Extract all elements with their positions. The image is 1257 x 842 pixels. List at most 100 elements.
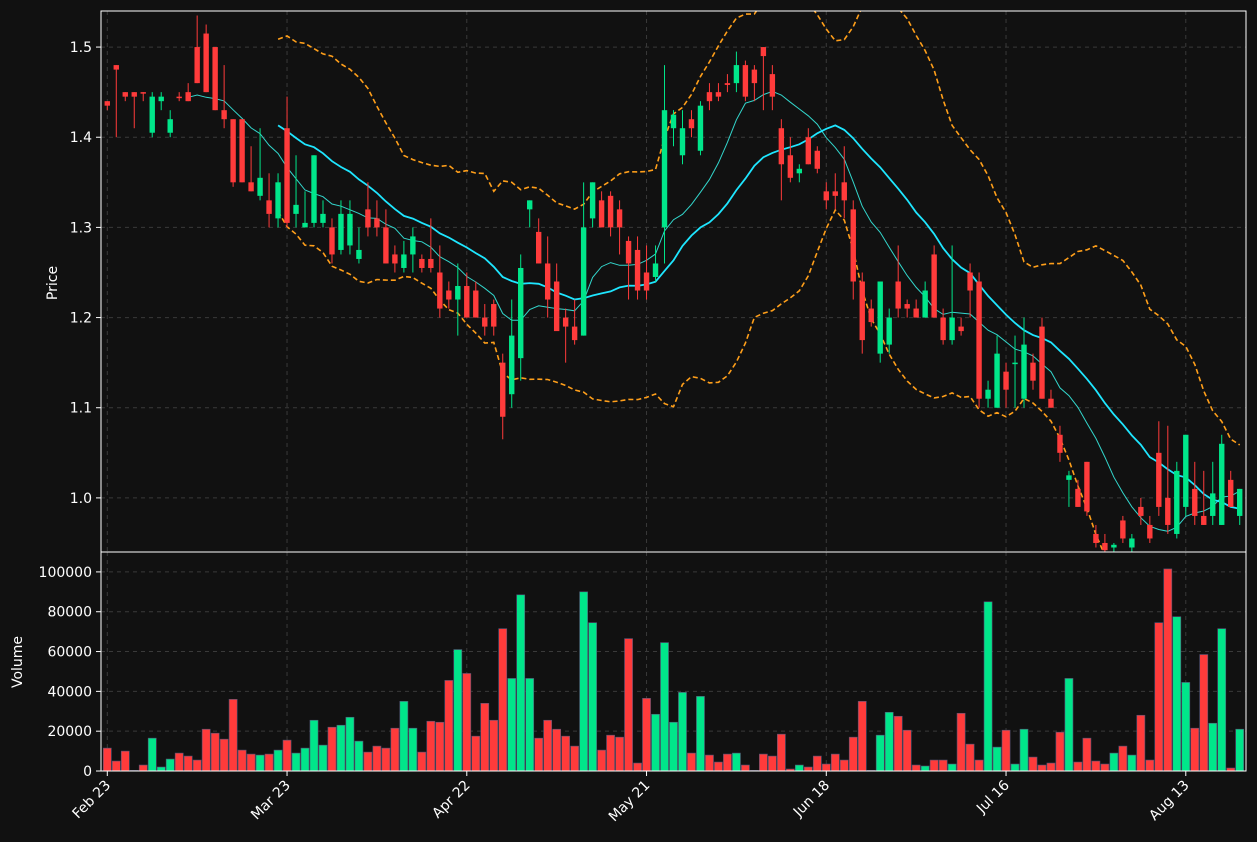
volume-bar bbox=[803, 766, 813, 771]
candle-body bbox=[356, 249, 362, 259]
candle-body bbox=[589, 182, 596, 219]
volume-bar bbox=[660, 642, 669, 771]
price-tick-label: 1.1 bbox=[70, 401, 92, 417]
volume-bar bbox=[1064, 678, 1074, 771]
candle-body bbox=[787, 155, 794, 178]
volume-bar bbox=[875, 734, 885, 771]
volume-tick-label: 20000 bbox=[47, 724, 92, 740]
volume-bar bbox=[363, 751, 373, 771]
volume-bar bbox=[1136, 714, 1146, 771]
candle-body bbox=[769, 74, 776, 97]
candle-body bbox=[994, 353, 1000, 408]
candle-body bbox=[176, 96, 182, 99]
volume-tick-label: 0 bbox=[83, 764, 92, 780]
volume-bar bbox=[759, 753, 768, 771]
volume-bar bbox=[453, 649, 463, 771]
candle-body bbox=[859, 281, 865, 341]
candle-body bbox=[778, 128, 785, 165]
candle-body bbox=[104, 101, 110, 106]
candle-body bbox=[401, 254, 407, 268]
volume-bar bbox=[228, 699, 238, 771]
candle-body bbox=[1039, 326, 1045, 399]
volume-tick-label: 60000 bbox=[47, 645, 92, 661]
candle-body bbox=[239, 119, 245, 183]
candle-body bbox=[688, 119, 695, 129]
volume-bar bbox=[237, 749, 247, 771]
candle-body bbox=[266, 200, 272, 214]
candle-body bbox=[877, 281, 883, 354]
volume-bar bbox=[920, 765, 930, 771]
volume-bar bbox=[1055, 731, 1065, 771]
volume-bar bbox=[902, 729, 912, 771]
candle-body bbox=[598, 200, 605, 228]
candle-body bbox=[1075, 488, 1081, 507]
volume-bar bbox=[911, 764, 921, 771]
volume-bar bbox=[156, 766, 166, 771]
volume-bar bbox=[1208, 722, 1218, 771]
candle-body bbox=[275, 182, 281, 219]
volume-bar bbox=[417, 751, 427, 771]
volume-bar bbox=[1073, 761, 1083, 771]
volume-bar bbox=[561, 735, 570, 771]
candle-body bbox=[652, 263, 659, 277]
volume-bar bbox=[983, 601, 993, 771]
candle-body bbox=[1120, 520, 1126, 539]
volume-bar bbox=[165, 758, 175, 771]
price-tick-label: 1.4 bbox=[70, 130, 92, 146]
candle-body bbox=[1066, 475, 1072, 480]
candle-body bbox=[823, 191, 829, 201]
candle-body bbox=[140, 92, 146, 94]
volume-bar bbox=[992, 746, 1002, 771]
volume-bar bbox=[884, 711, 894, 771]
volume-bar bbox=[174, 752, 184, 771]
candle-body bbox=[1111, 544, 1117, 548]
candle-body bbox=[167, 119, 173, 133]
volume-bar bbox=[345, 716, 355, 771]
volume-bar bbox=[381, 747, 391, 771]
volume-bar bbox=[498, 628, 508, 771]
volume-bar bbox=[785, 768, 795, 771]
volume-tick-label: 100000 bbox=[39, 565, 92, 581]
candle-body bbox=[661, 110, 668, 228]
candle-body bbox=[527, 200, 533, 210]
candle-body bbox=[122, 92, 128, 97]
candle-body bbox=[185, 92, 191, 102]
candle-body bbox=[1192, 488, 1198, 516]
candle-body bbox=[931, 254, 937, 318]
volume-bar bbox=[309, 719, 319, 771]
candle-body bbox=[805, 137, 812, 165]
volume-bar bbox=[264, 753, 274, 771]
volume-bar bbox=[1001, 729, 1011, 771]
candle-body bbox=[374, 218, 380, 228]
candle-body bbox=[1237, 488, 1243, 516]
volume-bar bbox=[1118, 745, 1128, 771]
candle-body bbox=[976, 281, 982, 399]
volume-bar bbox=[642, 698, 651, 771]
candle-body bbox=[1147, 524, 1153, 539]
candle-body bbox=[535, 231, 542, 264]
volume-bar bbox=[812, 755, 822, 771]
volume-bar bbox=[938, 759, 948, 771]
price-tick-label: 1.3 bbox=[70, 220, 92, 236]
candle-body bbox=[1048, 398, 1054, 408]
volume-bar bbox=[848, 736, 858, 771]
candle-body bbox=[455, 286, 461, 300]
volume-bar bbox=[111, 760, 121, 771]
candle-body bbox=[365, 209, 371, 228]
candle-body bbox=[113, 65, 119, 70]
volume-bar bbox=[1091, 760, 1101, 771]
candle-body bbox=[895, 281, 901, 309]
volume-bar bbox=[1235, 728, 1245, 771]
volume-bar bbox=[282, 739, 292, 771]
candle-body bbox=[383, 227, 389, 264]
candle-body bbox=[284, 128, 290, 223]
candle-body bbox=[311, 155, 317, 223]
candle-body bbox=[1084, 461, 1090, 512]
candle-body bbox=[607, 195, 614, 228]
volume-bar bbox=[138, 764, 148, 771]
candle-body bbox=[464, 286, 470, 318]
volume-bar bbox=[570, 745, 579, 771]
price-tick-label: 1.0 bbox=[70, 491, 92, 507]
candle-body bbox=[248, 182, 254, 192]
